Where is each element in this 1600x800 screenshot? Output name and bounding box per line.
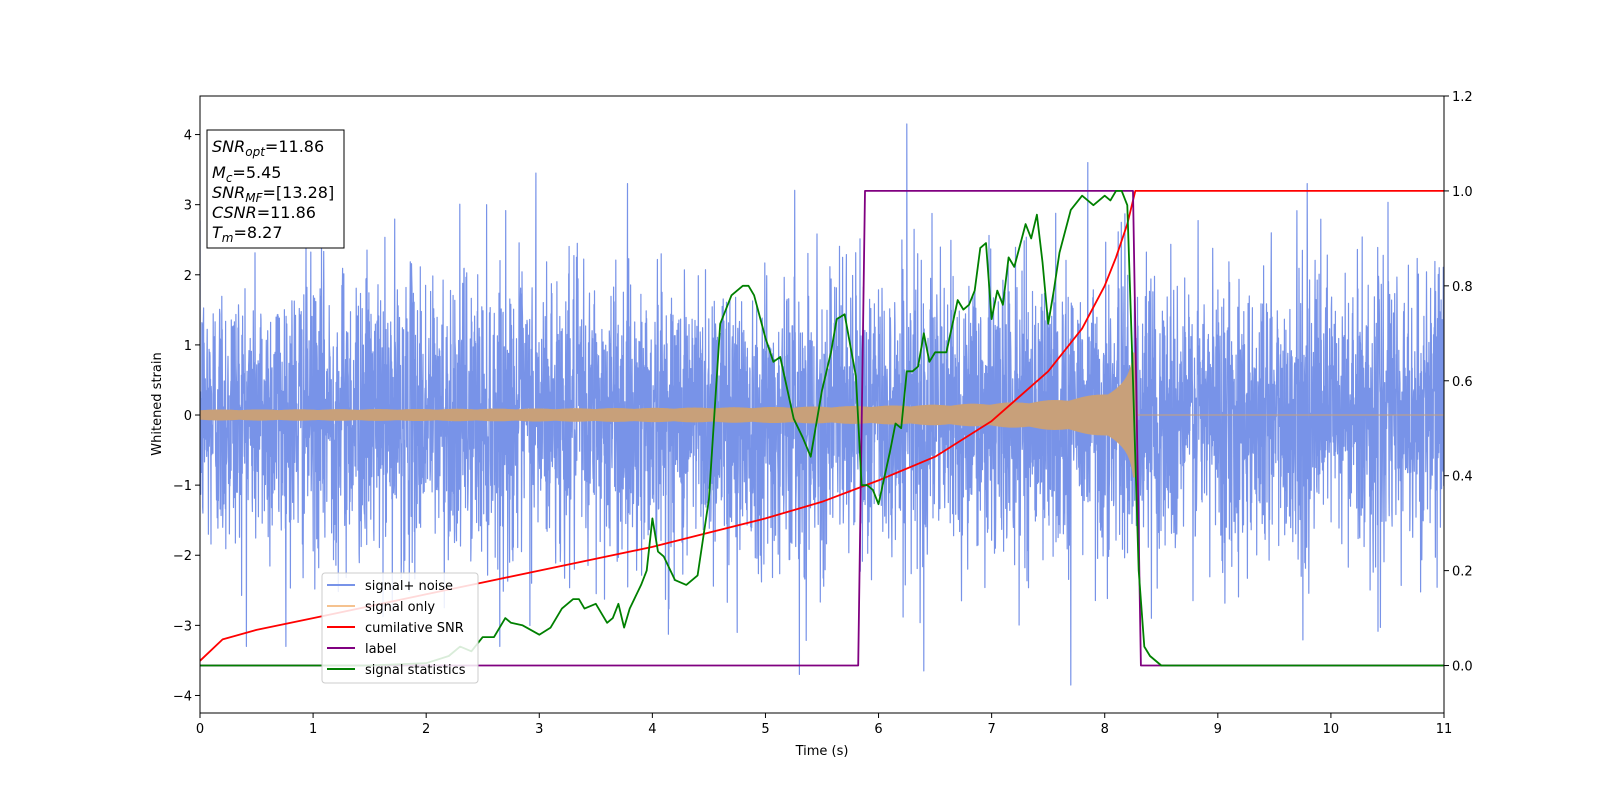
y-tick-label: −4 bbox=[173, 689, 192, 704]
y2-tick-label: 1.2 bbox=[1452, 90, 1473, 105]
plot-frame bbox=[199, 95, 1445, 714]
info-csnr: CSNR=11.86 bbox=[212, 203, 316, 222]
y2-tick-label: 0.0 bbox=[1452, 660, 1473, 675]
signal-noise-series bbox=[200, 123, 1444, 686]
y-tick-label: 1 bbox=[184, 339, 192, 354]
legend-label: signal+ noise bbox=[365, 579, 453, 594]
x-tick-label: 3 bbox=[535, 722, 543, 737]
signal-noise-line bbox=[200, 123, 1444, 686]
y2-tick-label: 0.4 bbox=[1452, 470, 1473, 485]
y2-tick-label: 0.2 bbox=[1452, 565, 1473, 580]
x-tick-label: 10 bbox=[1323, 722, 1340, 737]
x-tick-label: 8 bbox=[1101, 722, 1109, 737]
x-tick-label: 4 bbox=[648, 722, 656, 737]
signal-statistics-line bbox=[200, 189, 1444, 667]
info-snr-opt: SNRopt=11.86 bbox=[212, 137, 324, 159]
legend-label: signal statistics bbox=[365, 663, 466, 678]
signal-only-series bbox=[200, 352, 1444, 478]
signal-only-line bbox=[200, 352, 1444, 478]
legend: signal+ noise signal only cumilative SNR la… bbox=[321, 572, 479, 684]
y2-tick-label: 0.6 bbox=[1452, 375, 1473, 390]
info-tm: Tm=8.27 bbox=[212, 223, 283, 245]
x-axis-title: Time (s) bbox=[795, 744, 849, 759]
info-box: SNRopt=11.86 Mc=5.45 SNRMF=[13.28] CSNR=… bbox=[206, 129, 345, 249]
y-tick-label: 3 bbox=[184, 199, 192, 214]
axes: 0 1 2 3 4 5 6 7 8 9 10 11 −4 −3 −2 −1 0 1 2 3 4 0.0 0.2 0.4 0.6 0… bbox=[173, 90, 1473, 737]
info-box-frame bbox=[206, 129, 345, 249]
x-tick-label: 6 bbox=[874, 722, 882, 737]
y2-tick-label: 1.0 bbox=[1452, 185, 1473, 200]
x-tick-label: 11 bbox=[1436, 722, 1453, 737]
legend-frame bbox=[321, 572, 479, 684]
y-tick-label: −1 bbox=[173, 479, 192, 494]
info-snr-mf: SNRMF=[13.28] bbox=[212, 183, 334, 205]
y-tick-label: 4 bbox=[184, 129, 192, 144]
info-mc: Mc=5.45 bbox=[212, 163, 281, 185]
y2-tick-label: 0.8 bbox=[1452, 280, 1473, 295]
x-tick-label: 9 bbox=[1214, 722, 1222, 737]
x-tick-label: 5 bbox=[761, 722, 769, 737]
x-tick-label: 0 bbox=[196, 722, 204, 737]
y-tick-label: −3 bbox=[173, 619, 192, 634]
x-tick-label: 1 bbox=[309, 722, 317, 737]
y-tick-label: 0 bbox=[184, 409, 192, 424]
x-tick-label: 2 bbox=[422, 722, 430, 737]
legend-label: label bbox=[365, 642, 396, 657]
y-axis-title: Whitened strain bbox=[150, 352, 165, 455]
y-tick-label: −2 bbox=[173, 549, 192, 564]
legend-label: cumilative SNR bbox=[365, 621, 464, 636]
y-tick-label: 2 bbox=[184, 269, 192, 284]
legend-label: signal only bbox=[365, 600, 435, 615]
x-tick-label: 7 bbox=[987, 722, 995, 737]
